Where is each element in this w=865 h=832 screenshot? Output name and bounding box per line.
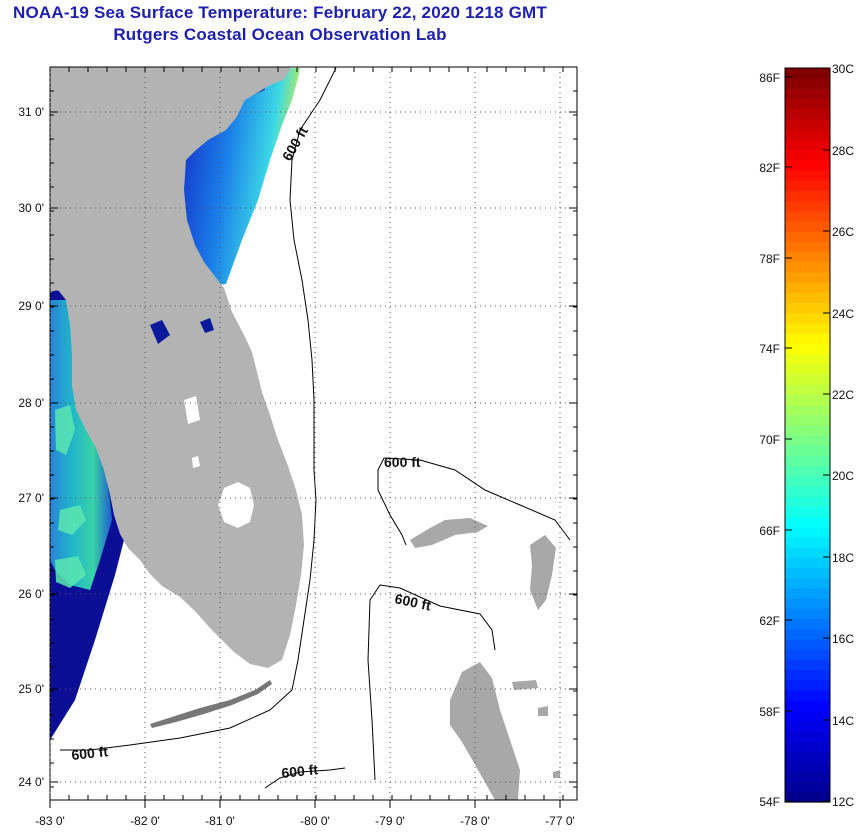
- isobath-label: 600 ft: [279, 124, 311, 164]
- lon-label: -81 0': [205, 814, 235, 828]
- isobath-bahamas-west: [377, 457, 407, 546]
- florida-keys: [150, 680, 272, 728]
- bahamas-andros: [450, 662, 520, 800]
- bahamas-islet: [512, 680, 538, 690]
- isobath-label: 600 ft: [281, 761, 319, 781]
- lat-label: 26 0': [18, 587, 44, 601]
- isobath-cay-sal: [264, 767, 346, 789]
- sst-swath-west-patches: [55, 405, 86, 588]
- graticule: [49, 66, 577, 808]
- inland-lake: [150, 320, 170, 344]
- bahamas-abaco: [530, 535, 556, 610]
- isobath-label: 600 ft: [393, 590, 432, 613]
- isobath-label: 600 ft: [71, 743, 109, 763]
- inland-lake: [192, 456, 200, 468]
- lat-label: 29 0': [18, 299, 44, 313]
- lat-label: 27 0': [18, 491, 44, 505]
- lon-label: -78 0': [460, 814, 490, 828]
- lat-label: 24 0': [18, 775, 44, 789]
- map-title: NOAA-19 Sea Surface Temperature: Februar…: [13, 3, 547, 22]
- lon-label: -82 0': [130, 814, 160, 828]
- lat-label: 31 0': [18, 105, 44, 119]
- lake-okeechobee: [218, 482, 254, 528]
- isobath-label: 600 ft: [384, 454, 421, 470]
- map-frame: [49, 66, 578, 801]
- map-subtitle: Rutgers Coastal Ocean Observation Lab: [113, 25, 447, 44]
- lat-label: 30 0': [18, 201, 44, 215]
- lat-label: 28 0': [18, 396, 44, 410]
- lon-label: -83 0': [35, 814, 65, 828]
- lon-label: -79 0': [375, 814, 405, 828]
- isobath-bahamas-north: [383, 457, 571, 541]
- isobath-florida-east: [60, 67, 337, 751]
- lon-label: -77 0': [545, 814, 575, 828]
- bahamas-islet: [538, 706, 548, 716]
- lon-label: -80 0': [300, 814, 330, 828]
- lat-label: 25 0': [18, 682, 44, 696]
- bahamas-grand-bahama: [410, 518, 488, 548]
- isobath-great-bahama-bank: [367, 584, 496, 781]
- longitude-labels: -83 0' -82 0' -81 0' -80 0' -79 0' -78 0…: [35, 814, 575, 828]
- inland-lake: [200, 318, 214, 333]
- latitude-labels: 31 0' 30 0' 29 0' 28 0' 27 0' 26 0' 25 0…: [18, 105, 44, 789]
- bahamas-islet: [553, 770, 560, 778]
